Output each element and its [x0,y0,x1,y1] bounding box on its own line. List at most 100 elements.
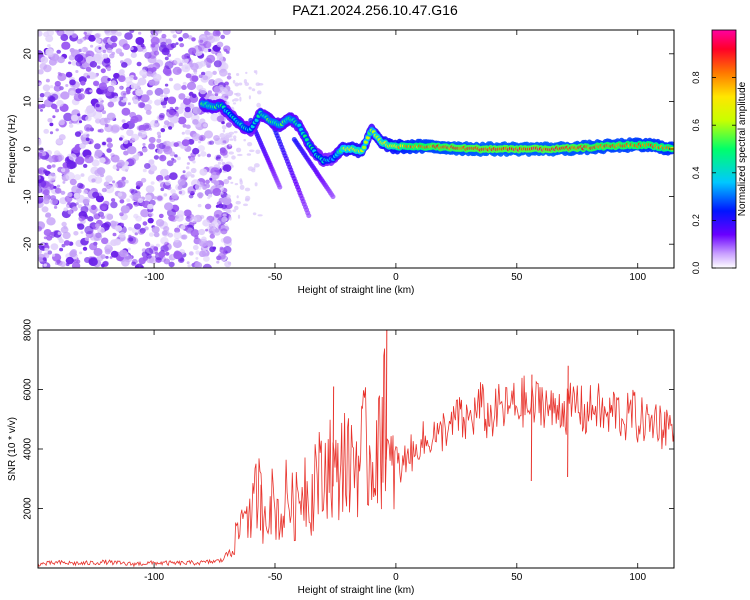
spectrogram-noise-blob [42,257,47,261]
spectrogram-noise-blob [135,215,142,222]
snr-x-axis: -100 -50 0 50 100 [144,330,647,583]
spectrogram-noise-blob [233,98,239,102]
spectrogram-noise-blob [107,142,113,149]
spectrogram-noise-blob [191,93,197,99]
spectrogram-noise-blob [142,122,152,131]
x-tick-label: -50 [268,272,283,283]
spectrogram-noise-blob [140,94,150,103]
spectrogram-noise-blob [42,189,50,196]
spectrogram-noise-blob [100,68,106,74]
spectrogram-noise-blob [198,74,203,78]
spectrogram-noise-blob [150,181,155,185]
spectrogram-noise-blob [54,150,61,156]
spectrogram-noise-blob [236,147,242,153]
spectrogram-noise-blob [43,198,50,205]
spectrogram-noise-blob [65,71,73,78]
spectrogram-noise-blob [171,157,175,161]
spectrogram-noise-blob [166,185,172,191]
spectrogram-noise-blob [50,195,57,201]
spectrogram-noise-blob [91,159,100,167]
spectrogram-noise-blob [239,96,242,102]
spectrogram-noise-blob [41,242,45,246]
spectrogram-noise-blob [194,261,203,268]
spectrogram-noise-blob [131,133,140,141]
spectrogram-noise-blob [71,33,78,38]
spectrogram-noise-blob [63,207,68,212]
spectrogram-noise-blob [80,206,89,214]
spectrogram-noise-blob [43,229,52,236]
spectrogram-noise-blob [206,153,211,158]
spectrogram-noise-blob [169,77,173,82]
spectrogram-noise-blob [209,233,215,239]
spectrogram-noise-blob [190,167,197,174]
snr-spike [567,365,569,477]
spectrogram-noise-blob [128,226,133,231]
spectrogram-noise-blob [199,39,204,43]
spectrogram-noise-blob [140,265,145,268]
snr-spike [530,374,533,481]
spectrogram-x-axis: -100 -50 0 50 100 [144,30,647,283]
spectrogram-noise-blob [92,73,97,78]
spectrogram-noise-blob [219,68,228,77]
spectrogram-noise-blob [198,89,202,92]
spectrogram-noise-blob [69,79,76,86]
spectrogram-ridge-core [365,136,370,140]
spectrogram-noise-blob [257,214,263,217]
spectrogram-ridge-core [362,145,366,150]
spectrogram-noise-blob [144,194,152,201]
spectrogram-noise-blob [48,96,56,103]
spectrogram-noise-blob [110,201,118,209]
spectrogram-noise-blob [186,95,190,99]
spectrogram-noise-blob [134,114,143,122]
spectrogram-noise-blob [154,87,164,96]
spectrogram-noise-blob [162,87,170,95]
spectrogram-noise-blob [148,212,154,217]
spectrogram-noise-blob [106,112,116,121]
spectrogram-noise-blob [139,69,148,77]
spectrogram-noise-blob [223,236,232,244]
spectrogram-noise-blob [158,251,166,258]
spectrogram-noise-blob [174,106,179,111]
spectrogram-noise-blob [158,179,163,184]
spectrogram-noise-blob [204,130,213,139]
spectrogram-noise-blob [131,261,137,266]
spectrogram-noise-blob [110,154,120,163]
spectrogram-noise-blob [201,71,206,76]
spectrogram-noise-blob [106,148,112,153]
spectrogram-noise-blob [190,174,195,178]
spectrogram-noise-blob [65,84,69,87]
spectrogram-noise-blob [107,86,115,93]
spectrogram-noise-blob [82,189,89,195]
spectrogram-noise-blob [110,30,117,34]
spectrogram-noise-layer [38,30,264,268]
spectrogram-noise-blob [232,102,237,105]
spectrogram-noise-blob [202,263,212,268]
spectrogram-noise-blob [142,143,146,146]
spectrogram-noise-blob [101,237,109,245]
spectrogram-noise-blob [160,128,166,133]
spectrogram-noise-blob [236,73,240,76]
spectrogram-noise-blob [221,204,227,210]
spectrogram-noise-blob [147,203,154,210]
spectrogram-noise-blob [110,239,118,247]
spectrogram-noise-blob [76,38,83,45]
spectrogram-noise-blob [222,164,232,173]
spectrogram-noise-blob [233,130,238,134]
spectrogram-noise-blob [116,179,126,188]
spectrogram-noise-blob [101,110,107,115]
spectrogram-noise-blob [182,81,187,86]
spectrogram-noise-blob [69,250,77,258]
spectrogram-noise-blob [186,81,197,91]
spectrogram-noise-blob [201,236,207,242]
spectrogram-noise-blob [220,191,224,195]
spectrogram-noise-blob [181,54,187,60]
spectrogram-noise-blob [137,101,145,109]
spectrogram-noise-blob [254,163,260,168]
spectrogram-noise-blob [57,231,62,235]
spectrogram-noise-blob [161,33,167,39]
spectrogram-noise-blob [168,126,173,130]
spectrogram-noise-blob [225,208,231,213]
spectrogram-noise-blob [170,189,176,195]
spectrogram-noise-blob [145,185,155,194]
spectrogram-noise-blob [41,206,49,213]
